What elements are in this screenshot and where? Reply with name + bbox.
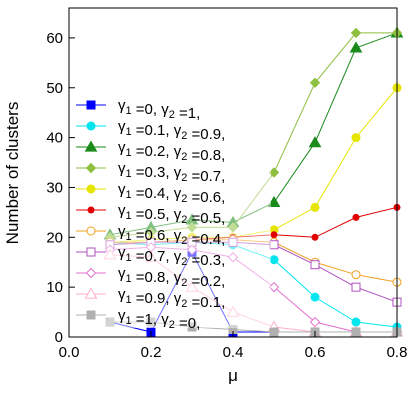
data-point <box>268 167 280 178</box>
legend-marker <box>85 267 97 279</box>
legend-marker <box>84 140 98 152</box>
series-line <box>110 321 397 333</box>
data-point <box>186 222 198 233</box>
series-line <box>109 246 397 333</box>
data-point <box>269 255 279 265</box>
data-point <box>309 77 321 88</box>
data-point <box>270 231 278 239</box>
data-point <box>185 280 199 292</box>
legend-label: γ1 =0.8, γ2 =0.2, <box>118 265 225 290</box>
data-point <box>351 327 361 337</box>
legend-label: γ1 =0.2, γ2 =0.8, <box>118 139 225 164</box>
y-axis-title: Number of clusters <box>3 102 22 245</box>
legend-label: γ1 =0.6, γ2 =0.4, <box>118 223 225 248</box>
data-point <box>228 237 238 247</box>
data-point <box>311 233 319 241</box>
y-tick-label: 60 <box>46 30 63 47</box>
legend-label: γ1 =0.1, γ2 =0.9, <box>118 118 225 143</box>
series-line <box>109 87 398 243</box>
series-line <box>109 241 398 303</box>
data-point <box>227 222 239 233</box>
legend-background <box>71 96 271 328</box>
data-point <box>308 136 322 148</box>
legend-item: γ1 =0.5, γ2 =0.5, <box>76 202 225 227</box>
legend-item: γ1 =0.4, γ2 =0.6, <box>76 181 225 206</box>
legend-item: γ1 =0.1, γ2 =0.9, <box>76 118 225 143</box>
x-tick-label: 0.2 <box>141 344 162 361</box>
data-point <box>267 195 281 208</box>
data-point <box>144 250 158 262</box>
legend-label: γ1 =0.7, γ2 =0.3, <box>118 244 225 269</box>
legend: γ1 =0, γ2 =1,γ1 =0.1, γ2 =0.9,γ1 =0.2, γ… <box>71 96 271 332</box>
data-point <box>351 270 361 280</box>
legend-item: γ1 =0.6, γ2 =0.4, <box>76 223 225 248</box>
legend-marker <box>86 121 96 131</box>
x-tick-label: 0.8 <box>387 344 407 361</box>
data-point <box>186 244 198 255</box>
series-4 <box>104 27 403 243</box>
legend-marker <box>85 162 97 174</box>
y-tick-label: 30 <box>46 179 63 196</box>
legend-item: γ1 =0.2, γ2 =0.8, <box>76 139 225 164</box>
y-tick-label: 40 <box>46 130 63 147</box>
data-point <box>227 252 239 263</box>
data-point <box>187 322 197 332</box>
legend-label: γ1 =0.5, γ2 =0.5, <box>118 202 225 227</box>
data-point <box>226 305 240 317</box>
series-11 <box>105 317 402 337</box>
x-tick-label: 0.6 <box>305 344 326 361</box>
data-point <box>146 317 156 327</box>
data-point <box>351 133 361 143</box>
legend-label: γ1 =0.3, γ2 =0.7, <box>118 160 225 185</box>
legend-marker <box>84 287 98 299</box>
legend-label: γ1 =0, γ2 =1, <box>118 97 200 122</box>
y-tick-label: 50 <box>46 80 63 97</box>
y-tick-label: 10 <box>46 279 63 296</box>
data-point <box>310 260 320 270</box>
legend-item: γ1 =0.3, γ2 =0.7, <box>76 160 225 185</box>
data-point <box>268 281 280 293</box>
data-point <box>269 327 279 337</box>
legend-label: γ1 =1, γ2 =0, <box>118 307 200 332</box>
legend-marker <box>86 310 96 320</box>
series-line <box>109 32 397 238</box>
legend-item: γ1 =0.7, γ2 =0.3, <box>76 244 225 269</box>
data-point <box>310 292 320 302</box>
legend-marker <box>87 206 95 214</box>
series-line <box>109 32 398 236</box>
legend-marker <box>86 226 96 236</box>
axis-ticks: 0.0 0.2 0.4 0.6 0.8 0 10 20 30 40 50 60 <box>46 30 407 361</box>
legend-item: γ1 =1, γ2 =0, <box>76 307 200 332</box>
legend-item: γ1 =0.9, γ2 =0.1, <box>76 286 225 311</box>
legend-label: γ1 =0.4, γ2 =0.6, <box>118 181 225 206</box>
data-point <box>352 213 360 221</box>
series-line <box>109 241 398 328</box>
data-point <box>105 317 115 327</box>
data-point <box>269 240 279 250</box>
legend-marker <box>86 100 96 110</box>
x-tick-label: 0.0 <box>59 344 80 361</box>
legend-label: γ1 =0.9, γ2 =0.1, <box>118 286 225 311</box>
y-tick-label: 0 <box>55 329 63 346</box>
plot-area <box>69 8 397 337</box>
y-tick-label: 20 <box>46 229 63 246</box>
legend-item: γ1 =0, γ2 =1, <box>76 97 200 122</box>
data-point <box>351 317 361 327</box>
x-tick-label: 0.4 <box>223 344 244 361</box>
data-point <box>349 41 363 53</box>
legend-marker <box>86 184 96 194</box>
x-axis-title: μ <box>228 366 238 385</box>
data-point <box>351 282 361 292</box>
legend-item: γ1 =0.8, γ2 =0.2, <box>76 265 225 290</box>
data-point <box>103 248 117 260</box>
data-point <box>350 27 362 39</box>
legend-marker <box>86 247 96 257</box>
data-point <box>310 202 320 212</box>
